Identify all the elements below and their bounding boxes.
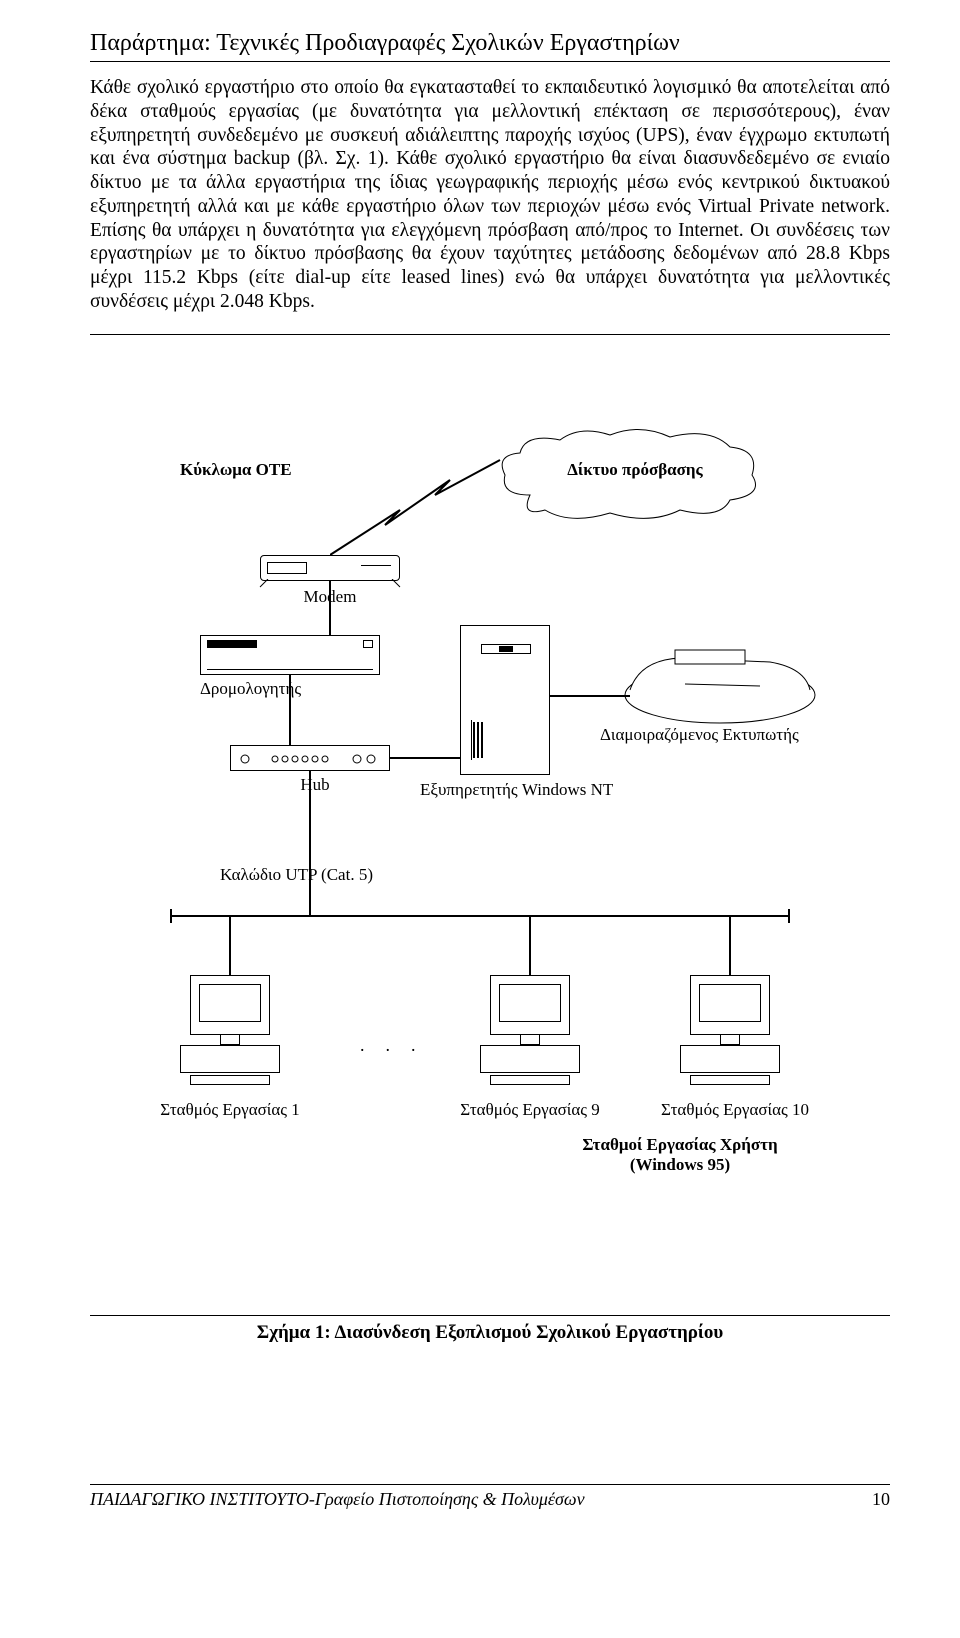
workstation-10-icon bbox=[660, 975, 800, 1085]
ws-group-title: Σταθμοί Εργασίας Χρήστη bbox=[550, 1135, 810, 1155]
ws-group-sub: (Windows 95) bbox=[550, 1155, 810, 1175]
printer-label: Διαμοιραζόμενος Εκτυπωτής bbox=[600, 725, 840, 745]
network-diagram: Δίκτυο πρόσβασης Κύκλωμα ΟΤΕ Modem Δρομο… bbox=[90, 415, 890, 1255]
hub-label: Hub bbox=[290, 775, 340, 795]
ws1-label: Σταθμός Εργασίας 1 bbox=[140, 1100, 320, 1120]
access-network-label: Δίκτυο πρόσβασης bbox=[550, 460, 720, 480]
ote-label: Κύκλωμα ΟΤΕ bbox=[180, 460, 330, 480]
cloud-icon bbox=[490, 425, 770, 535]
footer-page-number: 10 bbox=[872, 1489, 890, 1510]
bus-cap-right bbox=[788, 909, 790, 923]
page-footer: ΠΑΙΔΑΓΩΓΙΚΟ ΙΝΣΤΙΤΟΥΤΟ-Γραφείο Πιστοποίη… bbox=[90, 1484, 890, 1510]
utp-label: Καλώδιο UTP (Cat. 5) bbox=[220, 865, 420, 885]
ote-link-icon bbox=[330, 455, 530, 565]
hub-icon bbox=[230, 745, 390, 771]
drop-ws10 bbox=[729, 915, 731, 975]
bus-cap-left bbox=[170, 909, 172, 923]
server-icon bbox=[460, 625, 550, 775]
body-paragraph: Κάθε σχολικό εργαστήριο στο οποίο θα εγκ… bbox=[90, 76, 890, 314]
router-icon bbox=[200, 635, 380, 675]
drop-ws9 bbox=[529, 915, 531, 975]
server-label: Εξυπηρετητής Windows NT bbox=[420, 780, 650, 800]
section-divider bbox=[90, 334, 890, 335]
workstation-1-icon bbox=[160, 975, 300, 1085]
router-label: Δρομολογητής bbox=[200, 679, 320, 699]
printer-icon bbox=[620, 640, 820, 730]
link-server-printer bbox=[550, 695, 630, 697]
page-title: Παράρτημα: Τεχνικές Προδιαγραφές Σχολικώ… bbox=[90, 30, 890, 57]
modem-icon bbox=[260, 555, 400, 581]
link-modem-router bbox=[329, 581, 331, 635]
figure-caption: Σχήμα 1: Διασύνδεση Εξοπλισμού Σχολικού … bbox=[90, 1315, 890, 1344]
link-hub-bus bbox=[309, 771, 311, 915]
link-hub-server bbox=[390, 757, 460, 759]
workstation-9-icon bbox=[460, 975, 600, 1085]
footer-text: ΠΑΙΔΑΓΩΓΙΚΟ ΙΝΣΤΙΤΟΥΤΟ-Γραφείο Πιστοποίη… bbox=[90, 1489, 585, 1510]
ws10-label: Σταθμός Εργασίας 10 bbox=[640, 1100, 830, 1120]
ellipsis: . . . bbox=[360, 1035, 420, 1056]
bus-line bbox=[170, 915, 790, 917]
ws9-label: Σταθμός Εργασίας 9 bbox=[440, 1100, 620, 1120]
drop-ws1 bbox=[229, 915, 231, 975]
link-router-hub bbox=[289, 675, 291, 745]
title-divider bbox=[90, 61, 890, 62]
